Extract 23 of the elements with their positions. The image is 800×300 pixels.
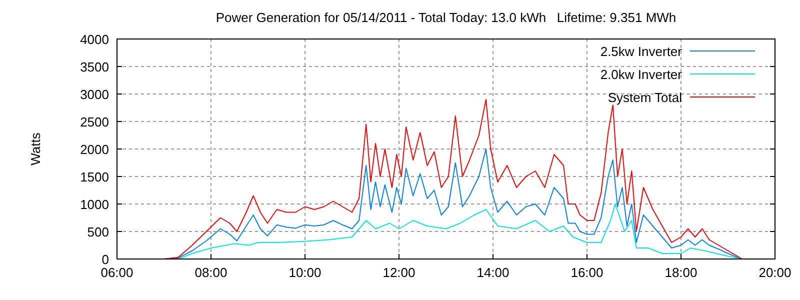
y-tick-label: 3500 [80,60,109,74]
y-tick-label: 2500 [80,114,109,130]
y-tick-label: 3000 [80,87,109,102]
y-tick-label: 500 [87,224,109,240]
y-tick-label: 1500 [80,170,109,184]
chart-title: Power Generation for 05/14/2011 - Total Today: 13.0 kWh Lifetime: 9.351 MWh [216,10,676,25]
x-tick-label: 14:00 [476,265,510,280]
y-tick-label: 0 [102,252,109,267]
y-tick-label: 2000 [80,142,109,157]
legend-label: 2.5kw Inverter [600,44,683,59]
legend-label: 2.0kw Inverter [600,67,683,82]
y-tick-label: 4000 [80,32,109,47]
x-tick-label: 12:00 [382,265,416,280]
x-tick-label: 10:00 [288,265,322,280]
legend-label: System Total [608,90,682,105]
x-tick-label: 16:00 [570,265,604,280]
x-tick-label: 18:00 [664,265,698,280]
y-axis-title: Watts [28,132,43,166]
y-tick-label: 1000 [80,197,109,212]
x-tick-label: 20:00 [758,265,792,280]
line-series [178,204,743,260]
x-tick-label: 06:00 [100,265,134,280]
x-tick-label: 08:00 [194,265,228,280]
